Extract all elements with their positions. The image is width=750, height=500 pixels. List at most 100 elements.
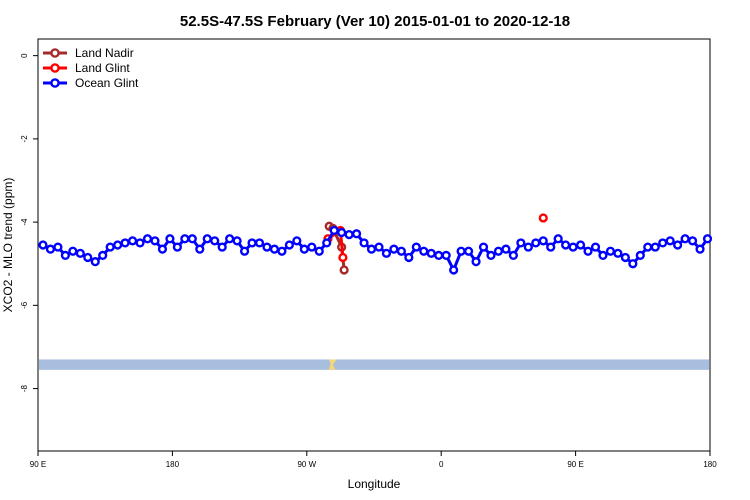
ocean-glint-point (381, 248, 392, 258)
x-tick-label: 180 (166, 460, 180, 469)
ocean-glint-point (516, 238, 526, 248)
legend-marker (50, 78, 60, 88)
ocean-glint-point (217, 242, 227, 252)
y-tick-label: -6 (20, 301, 29, 309)
plot-area (37, 38, 711, 452)
legend-item-ocean-glint: Ocean Glint (43, 76, 139, 90)
ocean-glint-point (127, 236, 138, 246)
y-tick-label: -4 (20, 218, 29, 226)
ocean-glint-point (508, 250, 518, 261)
ocean-glint-point (628, 259, 638, 269)
ocean-glint-point (702, 234, 713, 244)
ocean-glint-point (561, 240, 571, 250)
ocean-glint-point (142, 234, 153, 244)
ocean-glint-point (695, 244, 705, 254)
ocean-glint-point (389, 244, 399, 254)
x-axis: 90 E 180 90 W 0 90 E 180 (30, 451, 717, 469)
ocean-glint-point (501, 244, 511, 254)
ocean-glint-point (643, 242, 653, 252)
ocean-glint-point (687, 236, 698, 246)
ocean-glint-point (404, 252, 414, 263)
ocean-glint-point (613, 248, 623, 258)
land-nadir-point (339, 265, 349, 275)
ocean-glint-point (90, 257, 100, 267)
map-ocean-band (39, 359, 709, 370)
ocean-glint-point (150, 236, 160, 246)
ocean-glint-point (351, 229, 362, 239)
ocean-glint-point (195, 244, 205, 254)
ocean-glint-point (269, 244, 280, 254)
ocean-glint-point (254, 238, 265, 248)
ocean-glint-point (202, 234, 212, 244)
ocean-glint-point (314, 246, 324, 256)
land-glint-point (338, 252, 348, 263)
legend-item-land-nadir: Land Nadir (43, 46, 134, 60)
ocean-glint-point (292, 236, 302, 246)
ocean-glint-point (247, 238, 257, 248)
ocean-glint-point (262, 242, 272, 252)
ocean-glint-point (210, 236, 220, 246)
ocean-glint-point (83, 252, 93, 263)
ocean-glint-point (486, 250, 496, 261)
y-tick-label: 0 (20, 53, 29, 58)
x-axis-label: Longitude (348, 477, 401, 491)
ocean-glint-point (165, 234, 175, 244)
ocean-glint-point (419, 246, 429, 256)
land-glint-point (538, 213, 548, 223)
ocean-glint-point (449, 265, 459, 275)
ocean-glint-point (232, 236, 242, 246)
ocean-glint-point (583, 246, 593, 256)
ocean-glint-point (366, 244, 377, 254)
ocean-glint-point (98, 250, 108, 261)
ocean-glint-point (441, 250, 451, 261)
y-axis: 0 -2 -4 -6 -8 (20, 53, 38, 392)
ocean-glint-point (172, 242, 182, 252)
series-layer (38, 213, 713, 275)
legend-label: Land Glint (75, 61, 130, 75)
x-tick-label: 0 (439, 460, 444, 469)
ocean-glint-point (60, 250, 70, 261)
ocean-glint-point (665, 236, 675, 246)
ocean-glint-point (359, 238, 369, 248)
ocean-glint-point (605, 246, 616, 256)
ocean-glint-point (598, 250, 608, 261)
ocean-glint-point (575, 240, 586, 250)
ocean-glint-point (53, 242, 63, 252)
ocean-glint-point (471, 257, 481, 267)
ocean-glint-point (478, 242, 489, 252)
ocean-glint-point (426, 248, 436, 258)
x-tick-label: 90 E (30, 460, 46, 469)
ocean-glint-point (322, 238, 332, 248)
legend-marker (50, 63, 60, 73)
ocean-glint-point (673, 240, 683, 250)
ocean-glint-point (411, 242, 421, 252)
map-strip (39, 359, 709, 370)
y-tick-label: -2 (20, 135, 29, 143)
ocean-glint-point (45, 244, 56, 254)
ocean-glint-point (113, 240, 123, 250)
map-land-patch (328, 359, 337, 370)
ocean-glint-point (68, 246, 78, 256)
ocean-glint-point (568, 242, 578, 252)
ocean-glint-point (187, 234, 197, 244)
ocean-glint-point (493, 246, 504, 256)
ocean-glint-point (329, 225, 339, 236)
ocean-glint-point (680, 234, 690, 244)
ocean-glint-point (374, 242, 384, 252)
ocean-glint-point (344, 229, 354, 240)
ocean-glint-point (105, 242, 115, 252)
ocean-glint-point (434, 250, 444, 261)
ocean-glint-point (135, 238, 145, 248)
ocean-glint-point (180, 234, 190, 244)
ocean-glint-point (456, 246, 466, 256)
ocean-glint-point (299, 244, 309, 254)
ocean-glint-point (337, 227, 347, 238)
ocean-glint-point (650, 242, 660, 252)
y-axis-label: XCO2 - MLO trend (ppm) (1, 178, 15, 313)
x-tick-label: 180 (703, 460, 717, 469)
x-tick-label: 90 W (297, 460, 316, 469)
ocean-glint-point (396, 246, 406, 256)
legend-item-land-glint: Land Glint (43, 61, 130, 75)
legend-marker (50, 48, 60, 58)
